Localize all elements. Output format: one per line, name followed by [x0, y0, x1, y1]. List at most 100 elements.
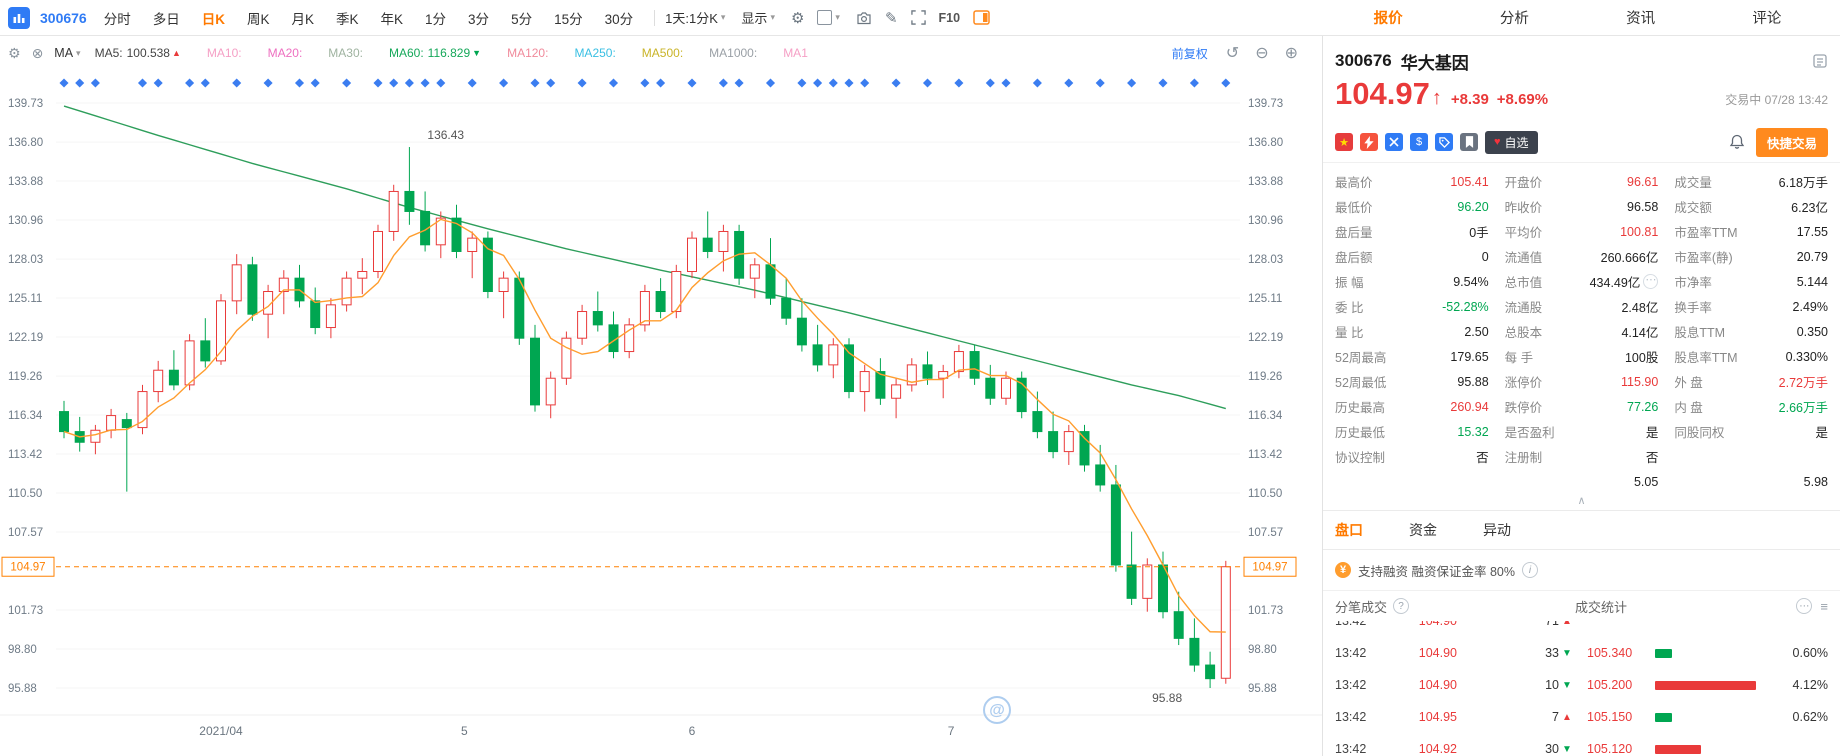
tick-volume: 7 — [1552, 710, 1559, 724]
panel-tab[interactable]: 评论 — [1752, 11, 1782, 27]
fullscreen-icon[interactable] — [910, 10, 926, 25]
tab-order-book[interactable]: 盘口 — [1335, 522, 1363, 538]
draw-pencil-icon[interactable]: ✎ — [884, 9, 898, 27]
period-tab[interactable]: 年K — [380, 11, 404, 27]
indicator-settings-icon[interactable]: ⚙ — [8, 44, 21, 61]
up-arrow-icon: ▲ — [1562, 711, 1572, 723]
svg-text:104.97: 104.97 — [10, 562, 45, 574]
ma-indicator: MA250: — [574, 46, 615, 60]
quote-field-label: 是否盈利 — [1504, 426, 1555, 440]
quote-field: 历史最高 260.94 — [1335, 394, 1489, 419]
period-tab[interactable]: 15分 — [554, 11, 583, 27]
quote-field-value-wrap: 9.54% — [1453, 275, 1488, 289]
quote-field-value-wrap: 是 — [1646, 422, 1659, 441]
tab-movements[interactable]: 异动 — [1483, 522, 1511, 538]
period-tab[interactable]: 日K — [201, 11, 225, 27]
quote-field-value-wrap: 100股 — [1625, 347, 1658, 366]
quote-field: 外 盘 2.72万手 — [1674, 369, 1828, 394]
quote-field-value-wrap: 否 — [1646, 447, 1659, 466]
ellipsis-icon[interactable]: ⋯ — [1643, 274, 1659, 289]
camera-icon[interactable] — [856, 11, 872, 25]
tick-area[interactable]: 13:42 104.90 71 ▲ 13:42 104.90 33 ▼ 105.340 0.60%… — [1323, 621, 1840, 756]
tick-row[interactable]: 13:42 104.90 71 ▲ — [1335, 621, 1828, 637]
stat-percent: 0.62% — [1792, 710, 1828, 724]
f10-button[interactable]: F10 — [938, 10, 961, 25]
panel-tab[interactable]: 报价 — [1373, 11, 1403, 27]
panel-tab[interactable]: 资讯 — [1626, 11, 1656, 27]
quote-field-value: 0手 — [1469, 226, 1489, 240]
period-tab[interactable]: 5分 — [511, 11, 533, 27]
cn-market-flag-icon: ★ — [1335, 133, 1353, 151]
sidebar-toggle-icon[interactable] — [973, 10, 990, 25]
tick-title: 分笔成交 — [1335, 599, 1388, 615]
candlestick-chart[interactable]: 139.73 139.73 136.80 136.80 133.88 133.88 130.… — [0, 70, 1322, 756]
svg-text:110.50: 110.50 — [8, 488, 42, 500]
svg-text:98.80: 98.80 — [1248, 644, 1277, 656]
tick-price: 104.90 — [1418, 678, 1457, 692]
quote-field-label: 盘后量 — [1335, 226, 1373, 240]
quick-trade-button[interactable]: 快捷交易 — [1755, 127, 1828, 157]
quote-field-label: 历史最低 — [1335, 426, 1386, 440]
period-tab[interactable]: 3分 — [468, 11, 490, 27]
quote-field-label: 盘后额 — [1335, 251, 1373, 265]
quote-field-label: 市盈率TTM — [1674, 226, 1738, 240]
panel-tab[interactable]: 分析 — [1499, 11, 1529, 27]
period-tab[interactable]: 多日 — [152, 11, 180, 27]
period-tab[interactable]: 1分 — [425, 11, 447, 27]
zoom-out-icon[interactable]: ⊖ — [1255, 45, 1269, 62]
stat-price: 105.150 — [1587, 710, 1633, 724]
dollar-icon[interactable]: $ — [1410, 133, 1428, 151]
layout-dropdown[interactable]: ▾ — [817, 10, 840, 25]
tab-funds[interactable]: 资金 — [1409, 522, 1437, 538]
help-icon[interactable]: ? — [1393, 598, 1410, 614]
zoom-in-icon[interactable]: ⊕ — [1284, 45, 1298, 62]
period-tab[interactable]: 分时 — [103, 11, 131, 27]
period-tab[interactable]: 季K — [336, 11, 359, 27]
period-tab[interactable]: 月K — [291, 11, 314, 27]
ma-selector[interactable]: MA ▾ — [54, 46, 80, 60]
ma-indicator: MA60: 116.829 ▼ — [389, 46, 481, 60]
interval-dropdown[interactable]: 1天:1分K ▾ — [665, 8, 725, 27]
reset-zoom-icon[interactable]: ↺ — [1225, 45, 1240, 62]
display-dropdown[interactable]: 显示 ▾ — [741, 8, 775, 27]
tools-icon[interactable] — [1385, 133, 1403, 151]
more-icon[interactable]: ⋯ — [1796, 598, 1813, 614]
news-doc-icon[interactable] — [1812, 53, 1828, 69]
list-view-icon[interactable]: ≡ — [1820, 598, 1828, 614]
stat-cell: 105.150 0.62% — [1587, 710, 1828, 724]
stat-bar-track — [1655, 621, 1770, 626]
tick-volume: 33 — [1545, 646, 1559, 660]
tick-row[interactable]: 13:42 104.90 33 ▼ 105.340 0.60% — [1335, 637, 1828, 669]
tick-row[interactable]: 13:42 104.90 10 ▼ 105.200 4.12% — [1335, 669, 1828, 701]
quote-field: 开盘价 96.61 — [1505, 169, 1659, 194]
alert-bell-icon[interactable] — [1729, 134, 1745, 150]
quote-field-label: 最高价 — [1335, 176, 1373, 190]
quote-field-value-wrap: 5.05 — [1634, 475, 1658, 489]
indicator-remove-icon[interactable]: ⊗ — [31, 44, 44, 61]
settings-gear-icon[interactable]: ⚙ — [790, 9, 805, 27]
collapse-quote-button[interactable]: ∧ — [1577, 495, 1586, 507]
quote-badges-row: ★ $ ♥ 自选 — [1335, 124, 1828, 160]
app-menu-icon[interactable] — [8, 6, 30, 29]
quote-field-label: 历史最高 — [1335, 401, 1386, 415]
tick-row[interactable]: 13:42 104.95 7 ▲ 105.150 0.62% — [1335, 701, 1828, 733]
bookmark-icon[interactable] — [1460, 133, 1478, 151]
stat-bar — [1655, 712, 1673, 722]
quote-field-value-wrap: 17.55 — [1797, 225, 1828, 239]
quote-field-value: 2.48亿 — [1621, 301, 1659, 315]
quote-field-label: 量 比 — [1335, 326, 1364, 340]
quote-subtabs: 盘口 资金 异动 — [1323, 510, 1840, 550]
period-tab[interactable]: 30分 — [604, 11, 634, 27]
quote-field-value: -52.28% — [1442, 299, 1489, 314]
stat-percent: 4.12% — [1792, 678, 1828, 692]
ma-indicator-label: MA120: — [507, 46, 549, 60]
svg-text:2021/04: 2021/04 — [199, 724, 243, 738]
adjust-mode-button[interactable]: 前复权 — [1171, 46, 1208, 61]
tick-price: 104.92 — [1418, 742, 1457, 756]
tick-row[interactable]: 13:42 104.92 30 ▼ 105.120 — [1335, 733, 1828, 756]
add-watchlist-button[interactable]: ♥ 自选 — [1485, 130, 1538, 154]
tag-icon[interactable] — [1435, 133, 1453, 151]
info-icon[interactable]: i — [1521, 562, 1538, 578]
period-tab[interactable]: 周K — [246, 11, 270, 27]
stock-code-toolbar[interactable]: 300676 — [40, 9, 87, 26]
